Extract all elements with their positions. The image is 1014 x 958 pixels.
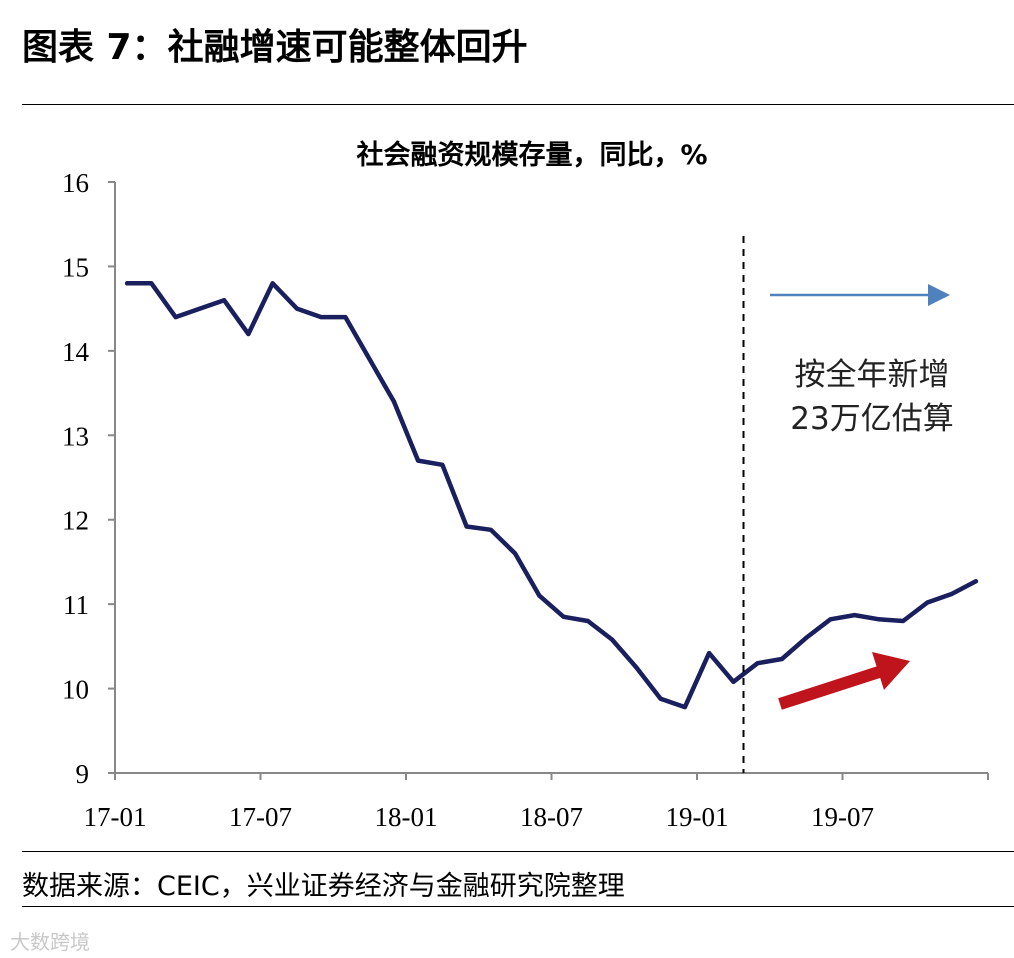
y-tick-label: 13 <box>62 421 89 451</box>
data-point <box>634 665 639 670</box>
x-tick-label: 18-01 <box>375 802 438 832</box>
y-tick-label: 10 <box>62 675 89 705</box>
watermark: 大数跨境 <box>10 930 90 954</box>
data-point <box>682 705 687 710</box>
projection-note: 按全年新增 <box>795 357 950 393</box>
data-point <box>658 696 663 701</box>
data-point <box>270 281 275 286</box>
x-tick-label: 18-07 <box>520 802 583 832</box>
projection-arrow-head <box>928 284 950 306</box>
y-tick-label: 16 <box>62 168 89 198</box>
x-tick-label: 17-01 <box>84 802 147 832</box>
y-tick-label: 11 <box>63 590 89 620</box>
x-tick-label: 17-07 <box>229 802 292 832</box>
data-point <box>149 281 154 286</box>
data-point <box>561 614 566 619</box>
trend-arrow-head <box>872 652 910 690</box>
data-point <box>440 462 445 467</box>
projection-note: 23万亿估算 <box>790 401 953 437</box>
data-point <box>464 524 469 529</box>
data-point <box>804 635 809 640</box>
data-point <box>367 357 372 362</box>
chart-title: 社会融资规模存量，同比，% <box>356 139 707 171</box>
data-point <box>852 613 857 618</box>
y-tick-label: 9 <box>76 759 90 789</box>
data-point <box>973 579 978 584</box>
source-note: 数据来源：CEIC，兴业证券经济与金融研究院整理 <box>22 871 625 902</box>
data-point <box>488 527 493 532</box>
top-rule <box>22 104 1014 105</box>
data-point <box>197 306 202 311</box>
data-point <box>173 315 178 320</box>
trend-arrow <box>778 665 884 710</box>
bottom-rule <box>22 851 1014 852</box>
data-point <box>755 661 760 666</box>
data-point <box>925 600 930 605</box>
x-tick-label: 19-01 <box>666 802 729 832</box>
footer-rule <box>22 906 1014 907</box>
data-point <box>779 657 784 662</box>
data-point <box>391 399 396 404</box>
data-point <box>610 637 615 642</box>
data-point <box>416 458 421 463</box>
y-tick-label: 12 <box>62 506 89 536</box>
x-tick-label: 19-07 <box>811 802 874 832</box>
data-point <box>125 281 130 286</box>
data-point <box>731 679 736 684</box>
data-point <box>876 617 881 622</box>
data-point <box>222 298 227 303</box>
figure-title: 图表 7：社融增速可能整体回升 <box>22 27 528 68</box>
data-point <box>513 551 518 556</box>
data-point <box>828 617 833 622</box>
data-point <box>319 315 324 320</box>
data-point <box>585 619 590 624</box>
y-tick-label: 15 <box>62 252 89 282</box>
y-tick-label: 14 <box>62 337 90 367</box>
data-point <box>343 315 348 320</box>
data-point <box>294 306 299 311</box>
data-point <box>537 593 542 598</box>
data-point <box>949 592 954 597</box>
data-point <box>901 619 906 624</box>
data-point <box>707 651 712 656</box>
data-point <box>246 331 251 336</box>
series-line <box>124 281 979 710</box>
